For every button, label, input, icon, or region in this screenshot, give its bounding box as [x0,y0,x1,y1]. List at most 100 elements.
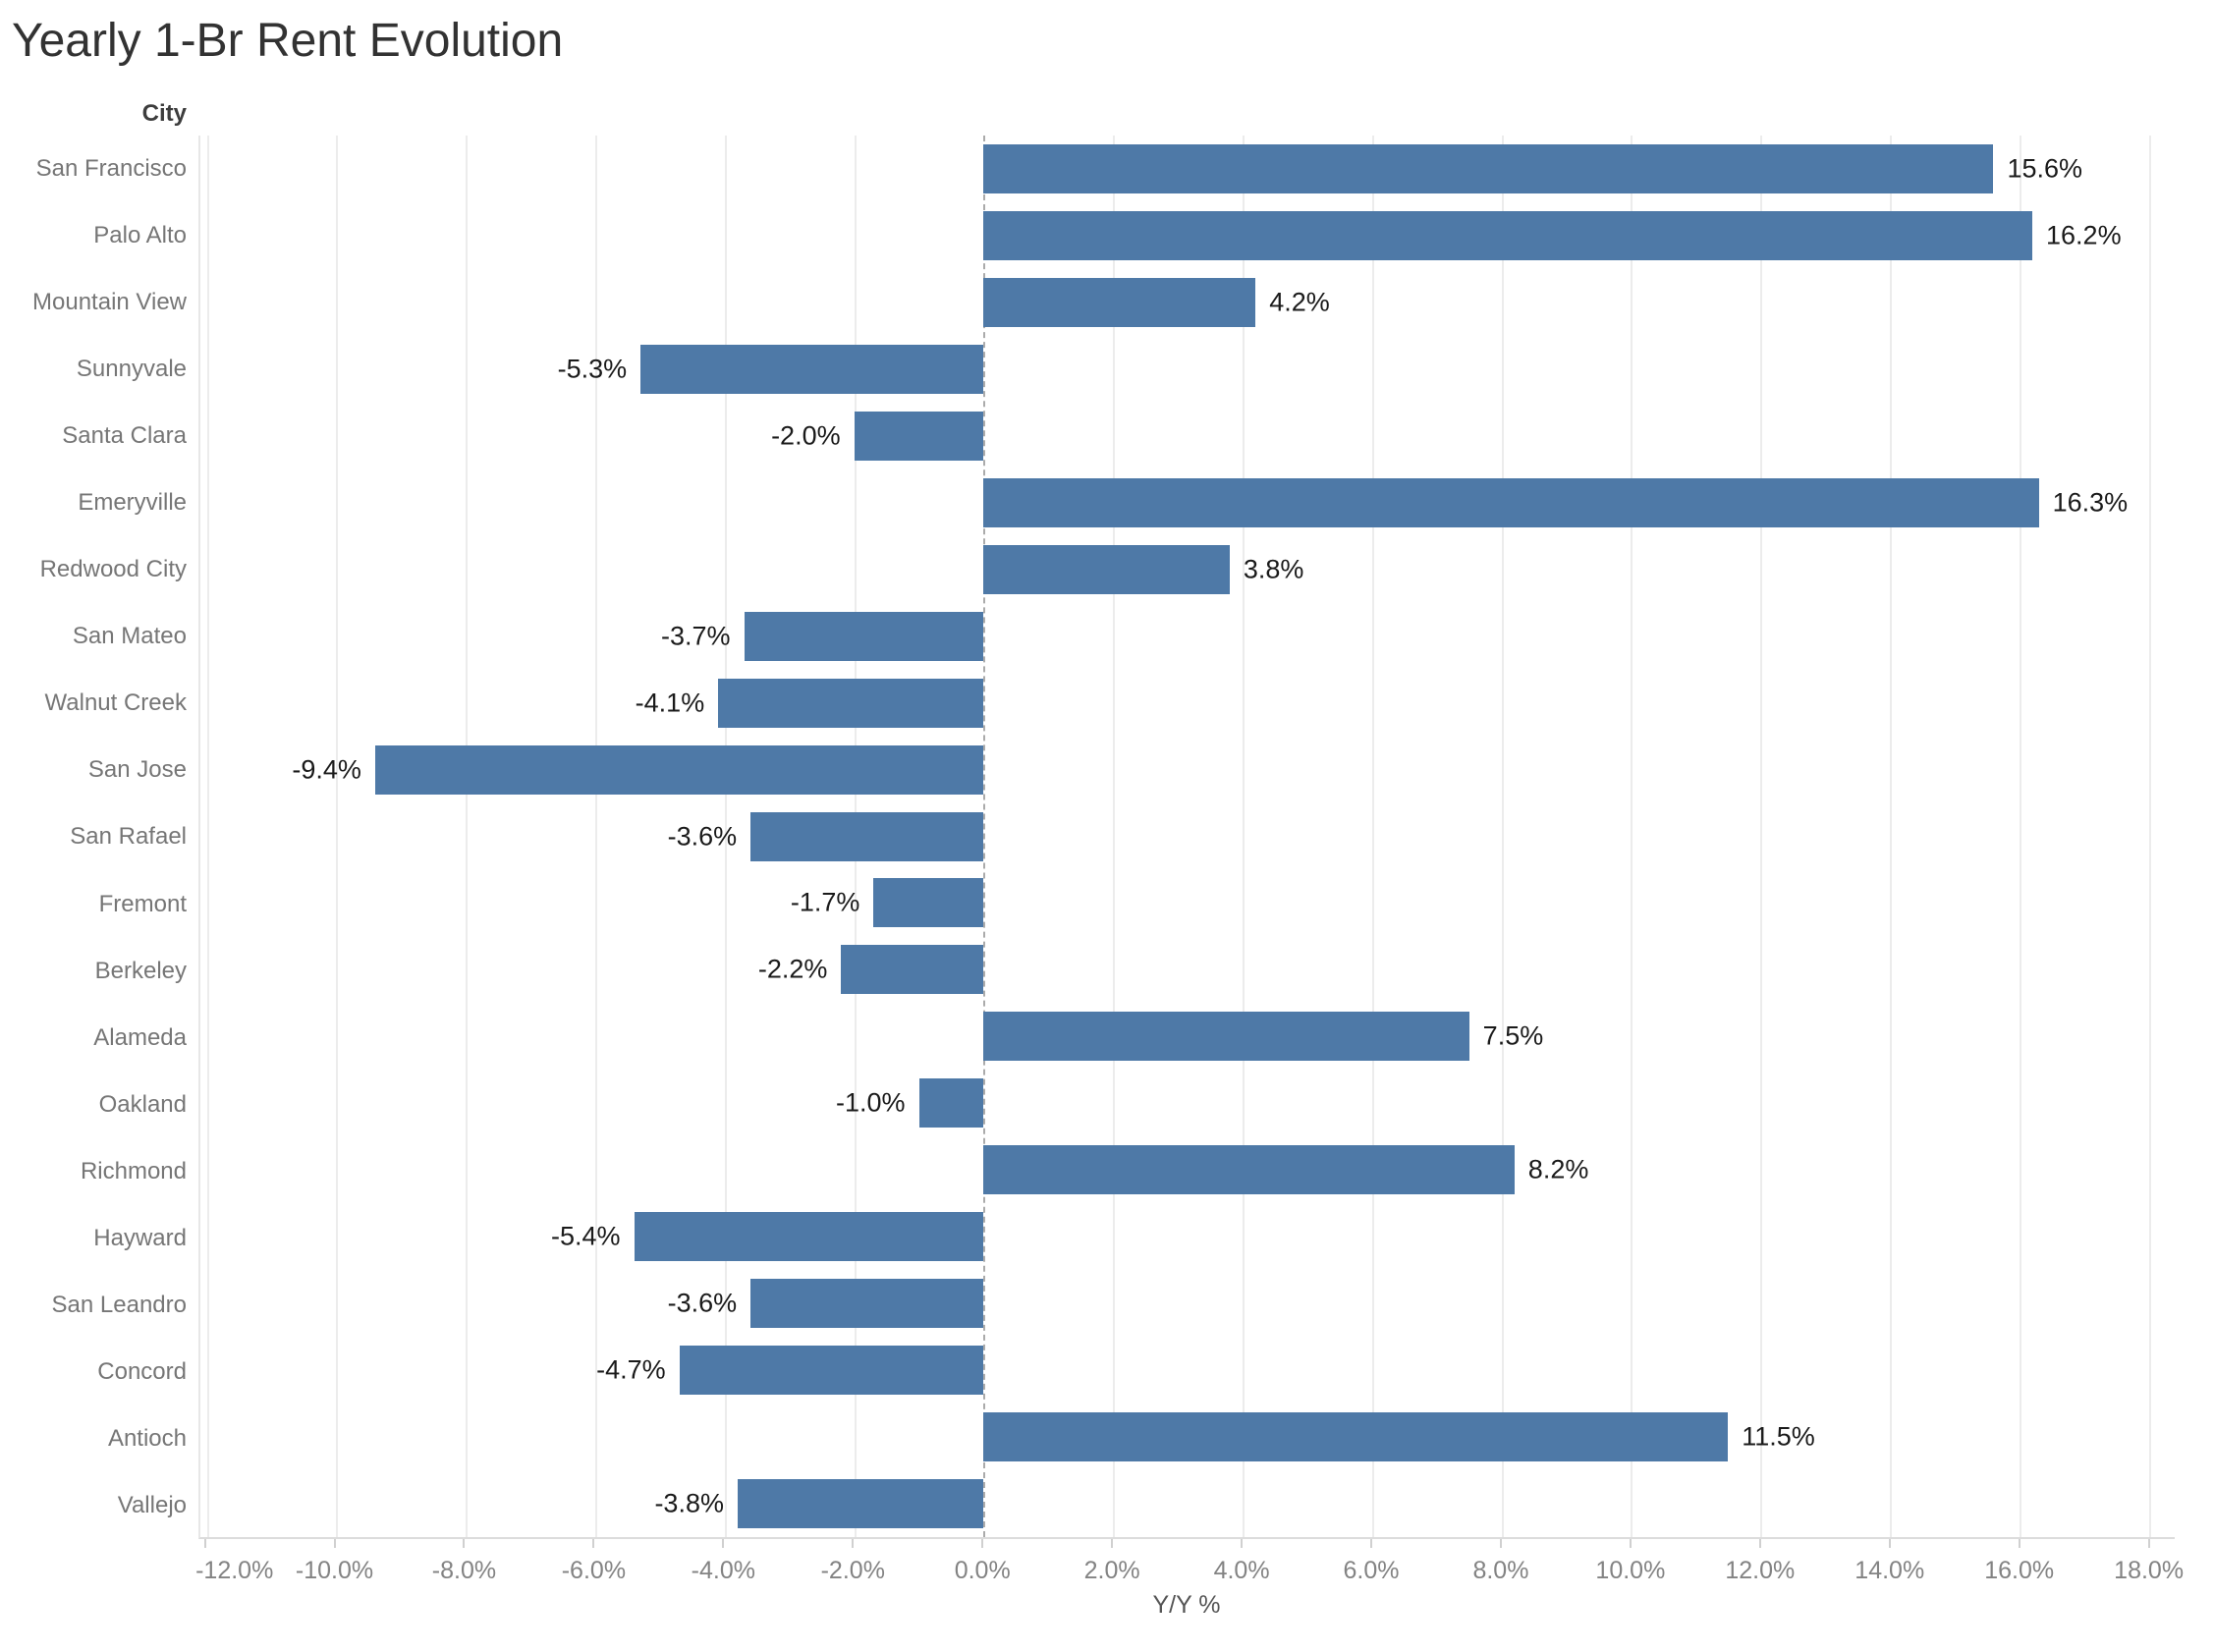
bar-oakland[interactable] [918,1078,984,1129]
category-label-sunnyvale[interactable]: Sunnyvale [76,356,187,383]
value-label-santa-clara: -2.0% [771,420,841,451]
category-label-san-francisco[interactable]: San Francisco [35,155,187,183]
x-tick-label: -6.0% [561,1557,627,1584]
x-tick [1888,1539,1891,1548]
x-tick-label: 0.0% [954,1557,1011,1584]
bar-berkeley[interactable] [841,945,984,995]
x-tick-label: 12.0% [1725,1557,1796,1584]
value-label-san-francisco: 15.6% [2007,153,2083,184]
x-tick-label: 10.0% [1595,1557,1666,1584]
gridline [1890,136,1893,1537]
x-tick-label: 16.0% [1984,1557,2055,1584]
category-label-concord[interactable]: Concord [97,1357,187,1385]
x-tick [1111,1539,1114,1548]
gridline [1371,136,1374,1537]
bar-fremont[interactable] [873,878,984,928]
bar-mountain-view[interactable] [983,277,1256,327]
chart-title: Yearly 1-Br Rent Evolution [12,15,564,67]
bar-sunnyvale[interactable] [640,344,984,394]
bar-antioch[interactable] [983,1412,1729,1462]
x-axis-title: Y/Y % [1152,1591,1221,1619]
category-label-antioch[interactable]: Antioch [107,1424,187,1452]
value-label-mountain-view: 4.2% [1269,287,1330,317]
category-label-redwood-city[interactable]: Redwood City [39,556,187,583]
bar-hayward[interactable] [634,1212,984,1262]
bar-row-san-mateo: -3.7% [200,603,2175,670]
x-tick [203,1539,206,1548]
x-tick [981,1539,984,1548]
gridline [724,136,727,1537]
bar-row-palo-alto: 16.2% [200,202,2175,269]
zero-baseline [983,136,986,1537]
x-tick [722,1539,725,1548]
bar-san-jose[interactable] [374,744,984,795]
bar-row-emeryville: 16.3% [200,469,2175,536]
gridline [1113,136,1116,1537]
category-label-vallejo[interactable]: Vallejo [117,1491,187,1518]
bar-vallejo[interactable] [737,1479,984,1529]
category-label-emeryville[interactable]: Emeryville [78,489,187,517]
x-tick [333,1539,336,1548]
bar-san-mateo[interactable] [744,611,984,661]
bar-row-hayward: -5.4% [200,1203,2175,1270]
x-tick-label: -4.0% [691,1557,755,1584]
x-tick-label: -8.0% [431,1557,497,1584]
bar-redwood-city[interactable] [983,544,1230,594]
bar-row-walnut-creek: -4.1% [200,670,2175,737]
x-tick [2018,1539,2020,1548]
value-label-antioch: 11.5% [1742,1421,1815,1452]
x-tick [463,1539,466,1548]
category-axis-header: City [141,100,187,127]
category-label-san-jose[interactable]: San Jose [87,756,187,784]
category-label-hayward[interactable]: Hayward [93,1224,187,1251]
x-tick [1370,1539,1372,1548]
x-tick-label: 18.0% [2114,1557,2185,1584]
value-label-redwood-city: 3.8% [1243,554,1304,584]
bar-row-san-francisco: 15.6% [200,136,2175,202]
bar-palo-alto[interactable] [983,210,2032,260]
category-label-fremont[interactable]: Fremont [98,890,187,917]
category-label-palo-alto[interactable]: Palo Alto [93,222,187,249]
bar-richmond[interactable] [983,1145,1515,1195]
value-label-concord: -4.7% [596,1354,666,1385]
category-label-san-rafael[interactable]: San Rafael [70,823,187,851]
bar-concord[interactable] [679,1346,984,1396]
gridline [2148,136,2151,1537]
value-label-emeryville: 16.3% [2052,487,2129,518]
category-label-san-leandro[interactable]: San Leandro [51,1291,187,1318]
bar-row-berkeley: -2.2% [200,936,2175,1003]
category-label-mountain-view[interactable]: Mountain View [32,289,187,316]
bar-row-antioch: 11.5% [200,1404,2175,1470]
bar-emeryville[interactable] [983,477,2039,527]
x-tick [852,1539,855,1548]
bar-santa-clara[interactable] [854,411,984,461]
bar-walnut-creek[interactable] [718,678,984,728]
bar-row-mountain-view: 4.2% [200,269,2175,336]
gridline [595,136,597,1537]
value-label-san-jose: -9.4% [292,754,361,785]
category-label-richmond[interactable]: Richmond [80,1157,187,1184]
bar-row-concord: -4.7% [200,1337,2175,1404]
bar-alameda[interactable] [983,1012,1469,1062]
category-label-alameda[interactable]: Alameda [93,1023,187,1051]
bar-san-rafael[interactable] [750,811,984,861]
category-axis-labels: San Francisco Palo Alto Mountain View Sunny… [0,136,187,1539]
value-label-walnut-creek: -4.1% [635,688,705,718]
gridline [466,136,469,1537]
x-tick-label: 4.0% [1213,1557,1270,1584]
bar-san-francisco[interactable] [983,143,1994,193]
category-label-oakland[interactable]: Oakland [98,1090,187,1118]
bar-row-richmond: 8.2% [200,1136,2175,1203]
bar-san-leandro[interactable] [750,1279,984,1329]
gridline [2019,136,2021,1537]
x-tick-label: 2.0% [1083,1557,1140,1584]
gridline [206,136,209,1537]
category-label-santa-clara[interactable]: Santa Clara [62,422,187,450]
bar-row-san-leandro: -3.6% [200,1270,2175,1337]
bar-row-fremont: -1.7% [200,869,2175,936]
category-label-walnut-creek[interactable]: Walnut Creek [44,689,188,717]
category-label-san-mateo[interactable]: San Mateo [72,623,187,650]
category-label-berkeley[interactable]: Berkeley [94,957,187,984]
bar-row-sunnyvale: -5.3% [200,336,2175,403]
